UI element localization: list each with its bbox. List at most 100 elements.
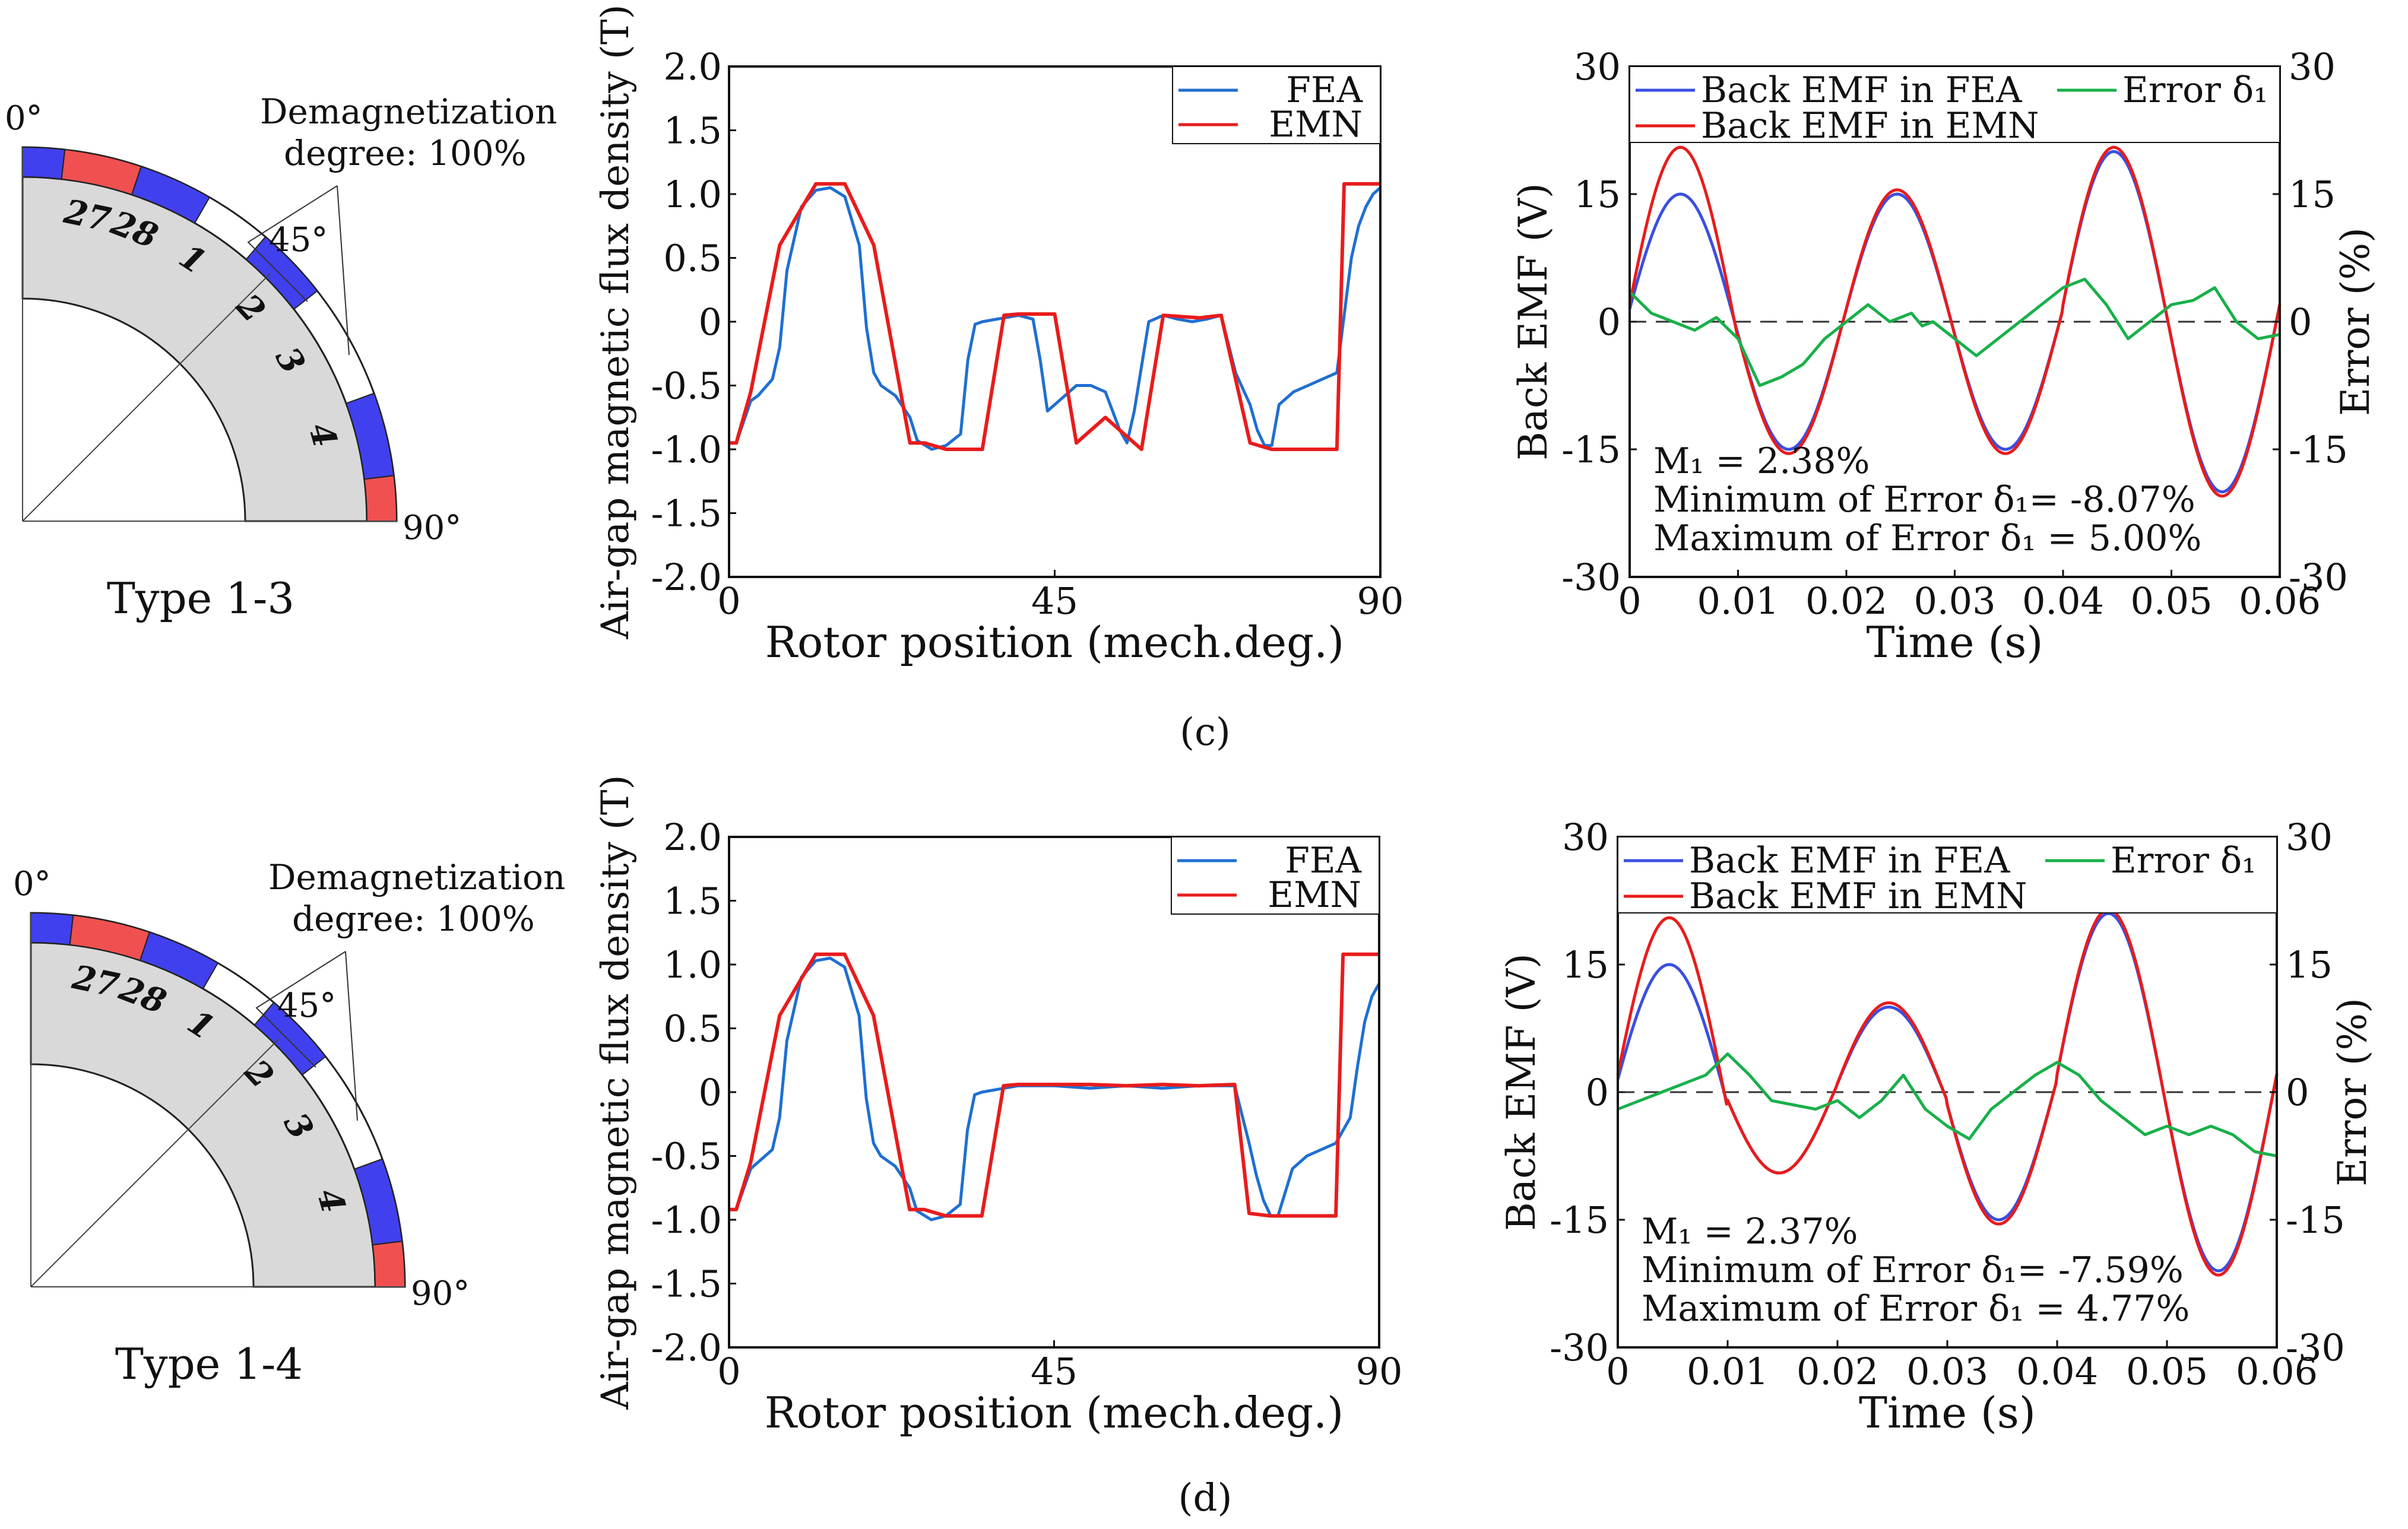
y2-axis-label: Error (%)	[2333, 227, 2378, 416]
y-axis-label: Air-gap magnetic flux density (T)	[594, 775, 638, 1410]
diagonal-line	[30, 1039, 279, 1287]
y2-tick-label: 0	[2286, 1071, 2309, 1114]
y-tick-label: 0	[1586, 1071, 1609, 1114]
x-axis-label: Rotor position (mech.deg.)	[765, 1388, 1344, 1438]
y2-tick-label: -15	[2289, 428, 2348, 471]
legend-entry: Error δ₁	[2111, 840, 2256, 881]
flux-density-chart-c: 2.01.51.00.50-0.5-1.0-1.5-2.00 45 90Rotor …	[594, 4, 1403, 667]
stat-annotation: Minimum of Error δ₁= -7.59%	[1642, 1249, 2184, 1291]
x-tick-label: 0.05	[2130, 579, 2212, 623]
flux-density-chart-d: 2.01.51.00.50-0.5-1.0-1.5-2.00 45 90Rotor …	[594, 775, 1402, 1438]
magnet-segment	[363, 475, 398, 522]
y2-tick-label: -15	[2286, 1198, 2345, 1242]
x-tick-label: 0.03	[1906, 1350, 1988, 1393]
pole-number: 27	[60, 192, 114, 240]
y-tick-label: -2.0	[651, 1326, 722, 1369]
y2-tick-label: 30	[2286, 816, 2333, 859]
series-line	[729, 182, 1380, 451]
y-tick-label: 1.5	[663, 880, 722, 923]
x-tick-label: 0.03	[1913, 579, 1995, 623]
x-tick-label: 0	[1606, 1350, 1629, 1393]
y2-tick-label: 15	[2286, 943, 2333, 986]
y-tick-label: 1.0	[663, 173, 722, 216]
y-tick-label: -30	[1550, 1326, 1609, 1369]
x-tick-label: 0	[717, 579, 740, 623]
magnet-segment	[131, 166, 211, 224]
y2-tick-label: 0	[2289, 300, 2312, 344]
y-tick-label: -30	[1561, 556, 1621, 599]
y-axis-label: Back EMF (V)	[1498, 953, 1544, 1230]
x-tick-label: 45	[1031, 579, 1078, 623]
series-line	[1628, 145, 2282, 498]
type-label: Type 1-3	[107, 573, 294, 623]
y-tick-label: 30	[1562, 816, 1609, 859]
legend-entry: FEA	[1286, 69, 1363, 111]
y-tick-label: -1.0	[651, 428, 722, 471]
series-line	[1628, 277, 2280, 387]
y-tick-label: 0.5	[663, 1007, 722, 1051]
y-tick-label: 1.5	[663, 109, 722, 153]
legend-entry: Back EMF in EMN	[1689, 875, 2027, 917]
magnet-segment	[139, 931, 219, 990]
x-tick-label: 0.05	[2126, 1350, 2208, 1393]
y-tick-label: -1.5	[651, 492, 722, 535]
legend-entry: Back EMF in EMN	[1701, 105, 2039, 147]
y-tick-label: 0	[1598, 300, 1621, 344]
y-tick-label: 0	[699, 1071, 722, 1114]
y-tick-label: 15	[1574, 173, 1621, 216]
x-tick-label: 0.01	[1697, 579, 1779, 623]
x-tick-label: 90	[1357, 579, 1404, 623]
y-tick-label: -1.0	[651, 1198, 722, 1242]
pole-number: 27	[68, 957, 122, 1005]
y2-tick-label: 15	[2289, 173, 2336, 216]
angle-label-90: 90°	[403, 509, 461, 547]
demag-pointer	[337, 185, 350, 356]
legend-entry: Error δ₁	[2122, 69, 2268, 111]
y-tick-label: 0.5	[663, 237, 722, 280]
series-line	[1616, 908, 2279, 1277]
y-axis-label: Back EMF (V)	[1510, 183, 1556, 460]
x-tick-label: 0.02	[1805, 579, 1887, 623]
legend-box	[1172, 66, 1381, 144]
series-line	[729, 956, 1381, 1222]
y-tick-label: 30	[1574, 45, 1621, 88]
y-tick-label: -0.5	[651, 1135, 722, 1178]
legend-box	[1171, 836, 1380, 915]
y2-tick-label: -30	[2289, 556, 2348, 599]
y-axis-label: Air-gap magnetic flux density (T)	[594, 4, 638, 639]
angle-label-0: 0°	[13, 865, 51, 903]
x-tick-label: 0.04	[2022, 579, 2104, 623]
panel-label-c: (c)	[1180, 710, 1231, 754]
legend-box	[1629, 66, 2280, 143]
y2-tick-label: 30	[2289, 45, 2336, 88]
x-tick-label: 90	[1356, 1350, 1403, 1393]
y-tick-label: 1.0	[663, 943, 722, 986]
series-line	[1617, 1052, 2277, 1157]
demag-label-line1: Demagnetization	[260, 91, 557, 132]
x-tick-label: 45	[1031, 1350, 1078, 1393]
y-tick-label: -0.5	[651, 364, 722, 408]
diagonal-line	[22, 273, 271, 522]
stat-annotation: M₁ = 2.38%	[1653, 440, 1870, 482]
y-tick-label: 0	[699, 300, 722, 344]
y-tick-label: -15	[1550, 1198, 1609, 1242]
demag-pointer	[255, 951, 346, 1068]
demag-label-line2: degree: 100%	[292, 899, 535, 939]
series-line	[729, 952, 1379, 1218]
magnet-segment	[372, 1241, 406, 1287]
type-label: Type 1-4	[115, 1339, 303, 1389]
magnet-segment	[22, 146, 66, 180]
x-tick-label: 0	[717, 1350, 740, 1393]
angle-label-0: 0°	[5, 99, 43, 138]
y-tick-label: -1.5	[651, 1262, 722, 1306]
x-tick-label: 0.04	[2016, 1350, 2098, 1393]
x-tick-label: 0	[1618, 579, 1641, 623]
demag-pointer	[345, 951, 358, 1121]
y-tick-label: 2.0	[663, 45, 722, 88]
angle-label-90: 90°	[411, 1274, 470, 1313]
legend-entry: EMN	[1269, 104, 1363, 145]
x-axis-label: Time (s)	[1867, 617, 2043, 667]
